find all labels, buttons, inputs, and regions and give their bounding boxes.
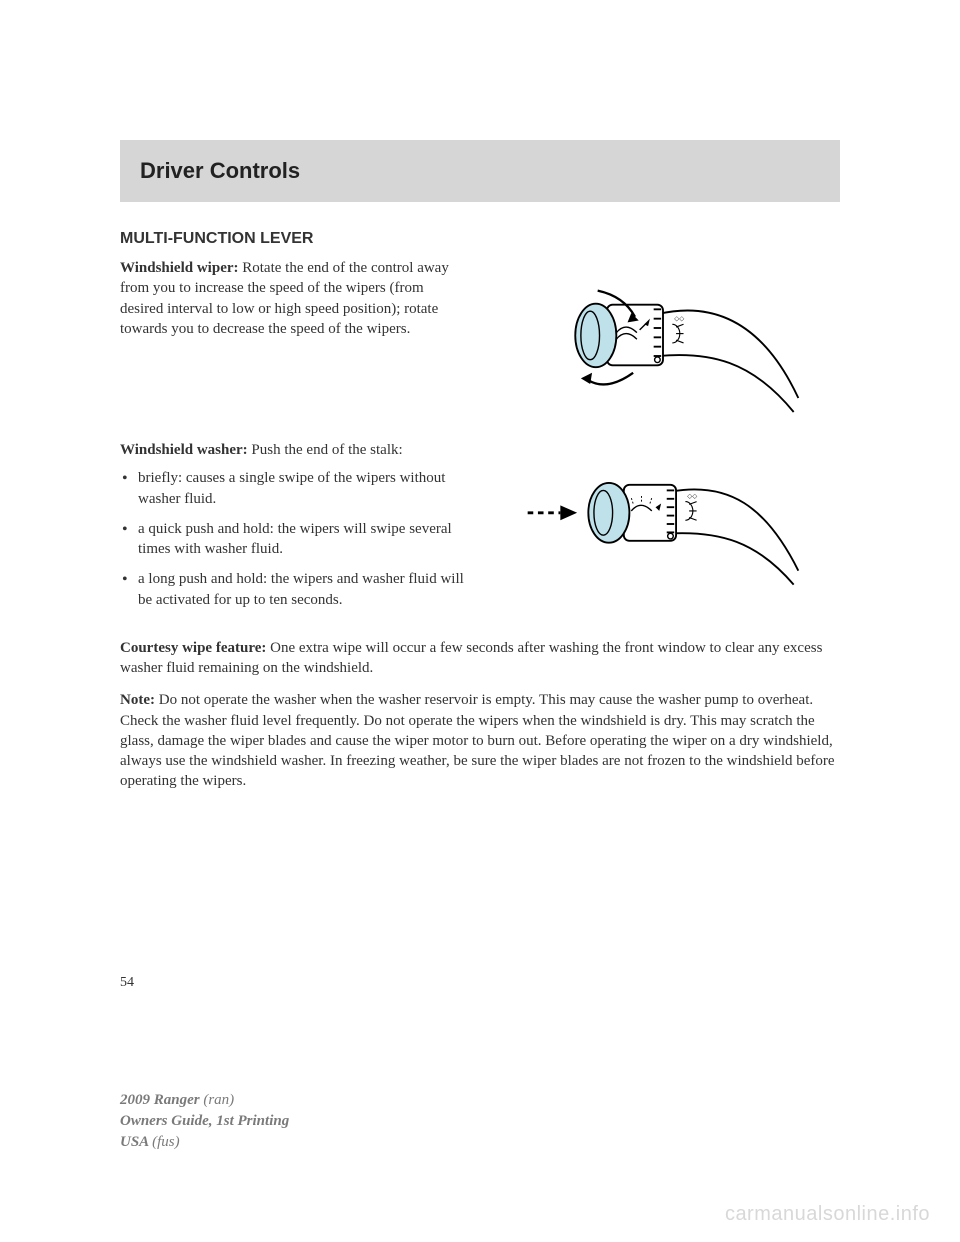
washer-bullets: briefly: causes a single swipe of the wi…	[120, 468, 466, 610]
page-number: 54	[120, 975, 134, 991]
note-body: Do not operate the washer when the washe…	[120, 692, 835, 789]
footer-line-1: 2009 Ranger (ran)	[120, 1090, 289, 1111]
list-item: a long push and hold: the wipers and was…	[120, 569, 466, 610]
watermark: carmanualsonline.info	[725, 1203, 930, 1226]
list-item: briefly: causes a single swipe of the wi…	[120, 468, 466, 509]
washer-lever-icon: ◇◇	[523, 444, 803, 604]
svg-text:◇◇: ◇◇	[674, 316, 685, 323]
wiper-text: Windshield wiper: Rotate the end of the …	[120, 258, 466, 422]
wiper-lever-icon: ◇◇	[523, 262, 803, 422]
svg-text:◇◇: ◇◇	[687, 493, 698, 500]
footer-code2: (fus)	[152, 1134, 180, 1150]
washer-body: Push the end of the stalk:	[248, 442, 403, 458]
footer-region: USA	[120, 1134, 152, 1150]
footer-model: 2009 Ranger	[120, 1092, 203, 1108]
wiper-figure: ◇◇	[486, 258, 840, 422]
note-label: Note:	[120, 692, 155, 708]
footer-line-3: USA (fus)	[120, 1132, 289, 1153]
chapter-header-bar: Driver Controls	[120, 140, 840, 202]
courtesy-para: Courtesy wipe feature: One extra wipe wi…	[120, 638, 840, 679]
chapter-title: Driver Controls	[140, 158, 820, 184]
footer: 2009 Ranger (ran) Owners Guide, 1st Prin…	[120, 1090, 289, 1153]
washer-text: Windshield washer: Push the end of the s…	[120, 440, 466, 620]
list-item: a quick push and hold: the wipers will s…	[120, 519, 466, 560]
washer-figure: ◇◇	[486, 440, 840, 620]
washer-row: Windshield washer: Push the end of the s…	[120, 440, 840, 620]
section-title: MULTI-FUNCTION LEVER	[120, 230, 840, 248]
note-para: Note: Do not operate the washer when the…	[120, 690, 840, 791]
page-container: Driver Controls MULTI-FUNCTION LEVER Win…	[0, 0, 960, 792]
wiper-row: Windshield wiper: Rotate the end of the …	[120, 258, 840, 422]
wiper-label: Windshield wiper:	[120, 260, 239, 276]
courtesy-label: Courtesy wipe feature:	[120, 640, 266, 656]
washer-label: Windshield washer:	[120, 442, 248, 458]
footer-code1: (ran)	[203, 1092, 234, 1108]
footer-line-2: Owners Guide, 1st Printing	[120, 1111, 289, 1132]
